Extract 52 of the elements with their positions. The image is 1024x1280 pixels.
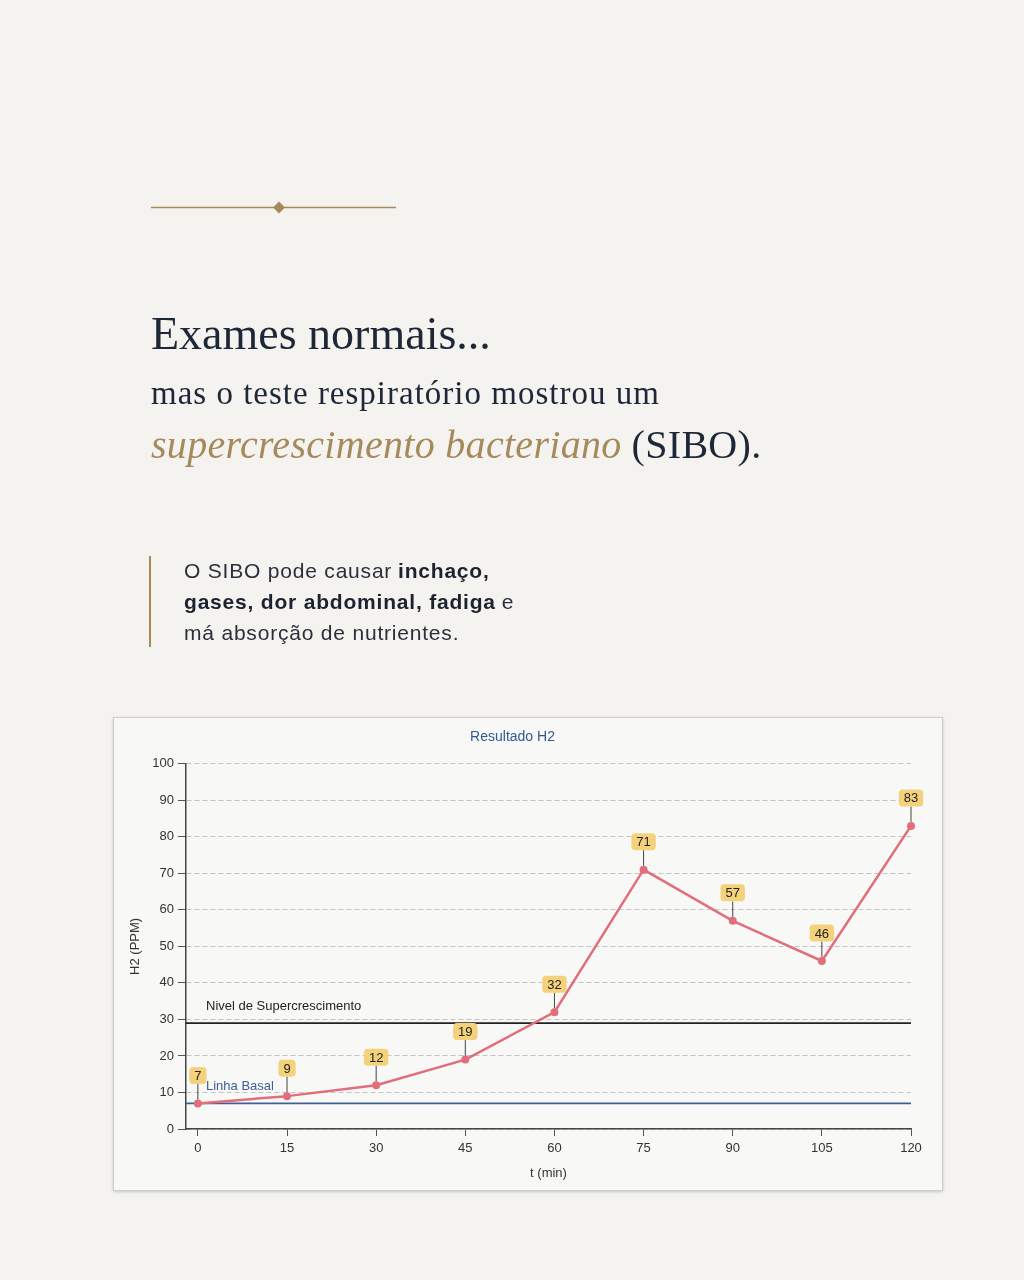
text: má absorção de nutrientes. <box>184 621 460 644</box>
y-tick-label: 40 <box>159 974 174 990</box>
text: mas o teste respiratório mostrou um <box>151 375 660 411</box>
y-axis-title: H2 (PPM) <box>127 917 143 975</box>
point <box>193 1099 202 1108</box>
x-axis-title: t (min) <box>530 1164 567 1180</box>
point <box>907 821 915 830</box>
point <box>461 1055 470 1064</box>
x-tick-label: 30 <box>368 1140 384 1156</box>
y-tick-label: 60 <box>159 901 174 917</box>
data-label: 83 <box>903 790 919 806</box>
data-label: 12 <box>368 1049 384 1065</box>
ref-line-label: Nivel de Supercrescimento <box>206 998 362 1014</box>
point <box>639 865 648 874</box>
point <box>550 1008 559 1017</box>
data-label: 7 <box>194 1068 202 1084</box>
text: gases, dor abdominal, fadiga <box>184 590 496 613</box>
x-tick-label: 105 <box>811 1140 833 1156</box>
x-tick-label: 45 <box>458 1140 473 1156</box>
data-label: 9 <box>283 1060 291 1076</box>
data-label: 46 <box>814 925 830 941</box>
x-tick-label: 15 <box>279 1140 295 1156</box>
y-tick-label: 100 <box>152 755 174 771</box>
y-tick-label: 90 <box>159 791 174 807</box>
data-label: 32 <box>547 976 562 992</box>
y-tick-label: 80 <box>159 828 174 844</box>
point <box>372 1081 381 1090</box>
y-tick-label: 70 <box>159 864 174 880</box>
y-tick-label: 0 <box>166 1120 174 1136</box>
data-label: 19 <box>458 1024 473 1040</box>
x-tick-label: 0 <box>194 1140 202 1156</box>
data-label: 57 <box>725 885 740 901</box>
chart-title: Resultado H2 <box>470 728 556 745</box>
x-tick-label: 120 <box>900 1140 922 1156</box>
text: supercrescimento bacteriano <box>151 422 622 467</box>
data-label: 71 <box>636 834 651 850</box>
text: e <box>501 590 515 613</box>
text: inchaço, <box>398 559 490 582</box>
y-tick-label: 10 <box>159 1084 174 1100</box>
x-tick-label: 90 <box>725 1140 740 1156</box>
ref-line-label: Linha Basal <box>206 1078 275 1094</box>
text: Exames normais... <box>151 308 491 359</box>
y-tick-label: 30 <box>159 1011 174 1027</box>
point <box>728 916 737 925</box>
point <box>283 1092 292 1101</box>
point <box>817 957 826 966</box>
text: (SIBO). <box>631 422 762 467</box>
x-tick-label: 60 <box>547 1140 562 1156</box>
x-tick-label: 75 <box>636 1140 651 1156</box>
text: O SIBO pode causar <box>184 559 393 582</box>
y-tick-label: 50 <box>159 937 174 953</box>
y-tick-label: 20 <box>159 1047 174 1063</box>
